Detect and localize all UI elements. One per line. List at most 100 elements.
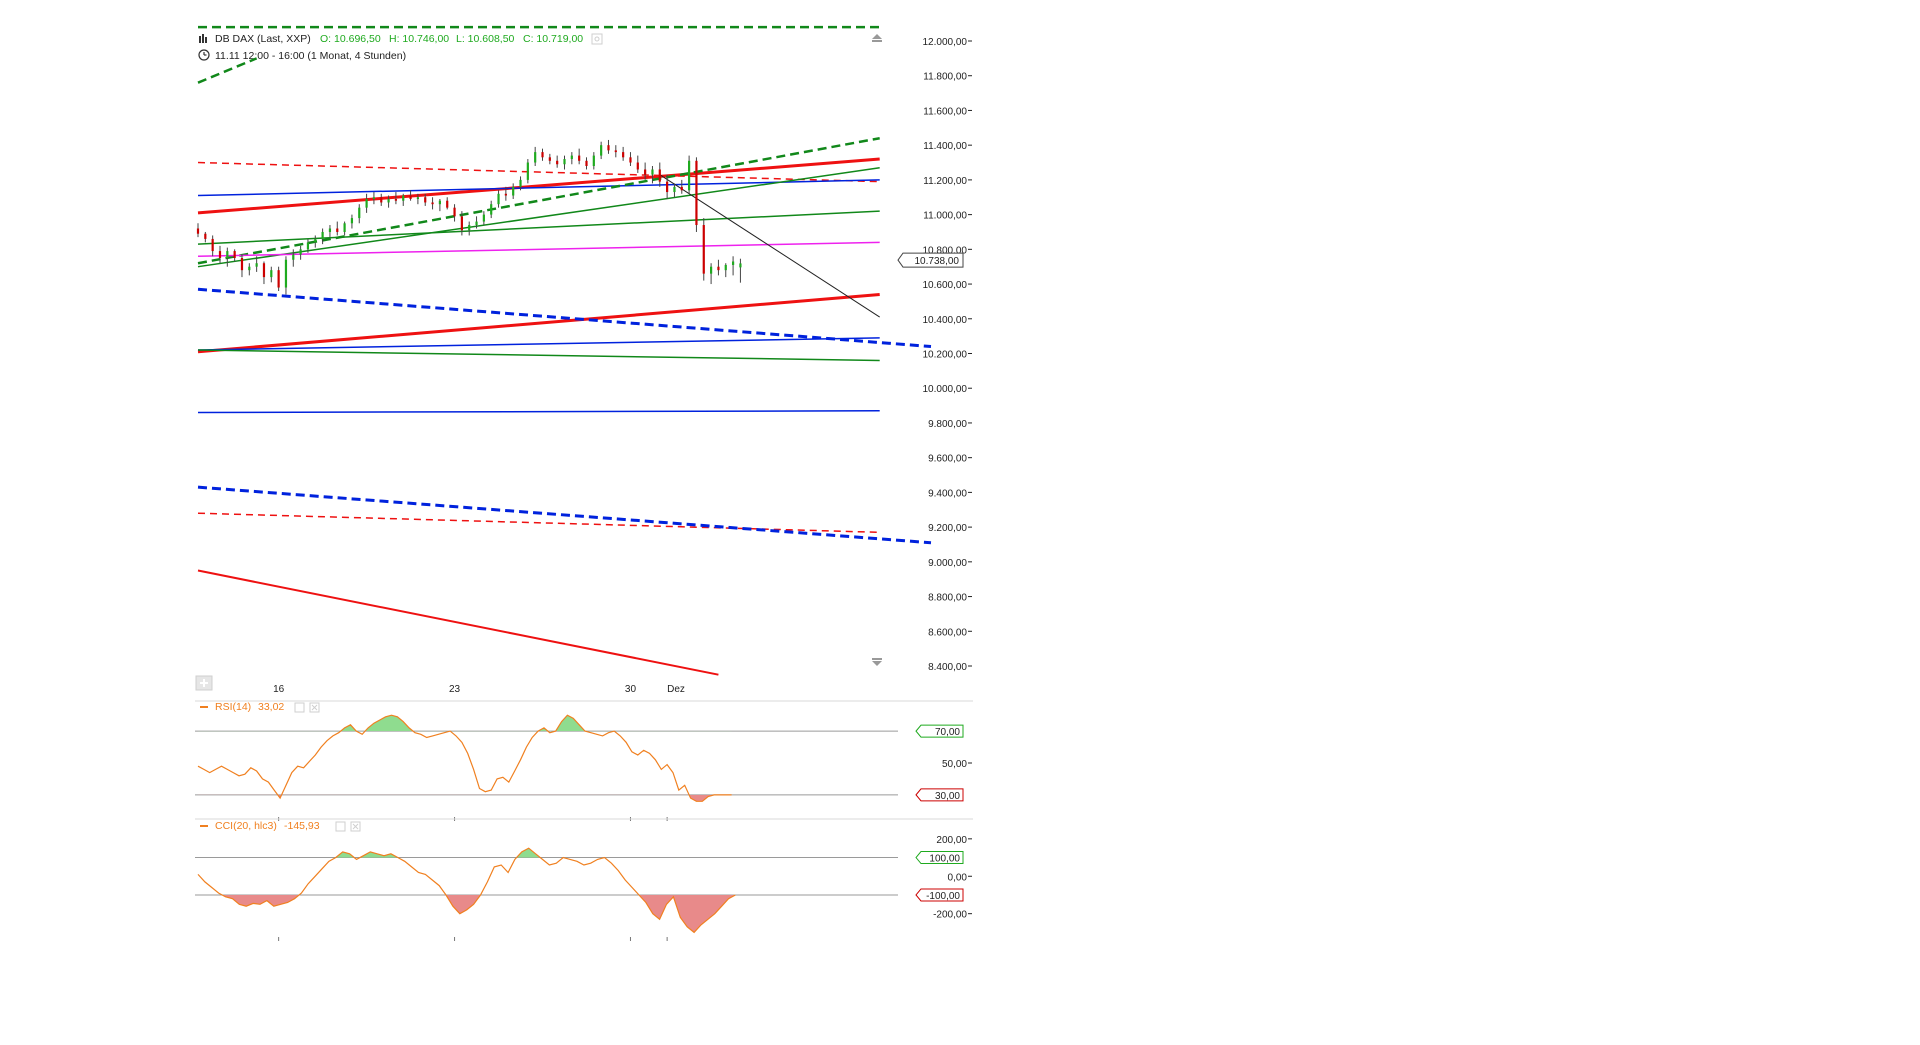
candle-body (475, 221, 478, 226)
rsi-close-icon[interactable] (309, 702, 320, 713)
candle-body (306, 242, 310, 250)
candle (490, 200, 493, 219)
price-pane[interactable] (196, 25, 932, 676)
candle-body (218, 251, 222, 259)
price-tick-label: 8.600,00 (928, 627, 967, 638)
cci-threshold-tag: 100,00 (915, 851, 964, 865)
candle-body (541, 152, 544, 158)
trendline-green-15[interactable] (197, 210, 880, 245)
candle-body (277, 270, 280, 288)
candle-body (402, 195, 405, 201)
current-price-tag[interactable]: 10.738,00 (897, 252, 964, 268)
candle (504, 186, 507, 201)
candle (600, 141, 603, 160)
candle-body (680, 186, 683, 191)
candle (460, 211, 463, 236)
candle (196, 223, 200, 238)
price-tick-label: 8.800,00 (928, 593, 967, 604)
scroll-up-icon[interactable] (872, 34, 882, 42)
price-tick-label: 11.800,00 (923, 72, 967, 83)
cci-tick-label: -200,00 (933, 910, 967, 921)
candle (578, 148, 581, 165)
price-tick-label: 9.600,00 (928, 454, 967, 465)
current-price-box (897, 252, 964, 268)
scroll-down-icon[interactable] (872, 658, 882, 666)
candle (438, 198, 441, 212)
candle-body (321, 231, 324, 239)
cci-close-icon[interactable] (350, 821, 361, 832)
candlestick-icon[interactable] (199, 34, 207, 43)
rsi-threshold-tag: 30,00 (915, 788, 964, 802)
rsi-pane[interactable]: 70,00 30,00 50,00 (195, 714, 972, 802)
candle (431, 197, 434, 210)
trendline-red-1[interactable] (197, 161, 880, 183)
candle (717, 259, 720, 276)
trendline-blue-6[interactable] (197, 179, 880, 197)
instrument-title[interactable]: DB DAX (Last, XXP) (215, 33, 311, 45)
x-axis: 16 23 30 Dez (273, 684, 685, 941)
candle (651, 166, 654, 184)
candle-body (519, 179, 522, 187)
candle-body (614, 150, 617, 153)
candle-body (695, 160, 698, 226)
candle (666, 174, 669, 199)
candle-body (468, 225, 471, 231)
rsi-oversold-fill (198, 794, 732, 802)
rsi-settings-icon[interactable] (294, 702, 305, 713)
cci-line[interactable] (197, 847, 736, 934)
candle (453, 204, 456, 222)
trendline-green-14[interactable] (197, 166, 880, 268)
rsi-legend-label[interactable]: RSI(14) (215, 701, 251, 713)
cci-threshold-box (915, 888, 964, 902)
candle-body (438, 200, 441, 205)
candle-body (490, 204, 493, 215)
rsi-line[interactable] (197, 714, 732, 802)
candle-body (336, 228, 339, 232)
candle (343, 221, 346, 236)
candle (284, 256, 288, 295)
candle-body (446, 200, 449, 208)
trendline-green-16[interactable] (197, 349, 880, 362)
price-tick-label: 11.200,00 (923, 176, 967, 187)
settings-icon[interactable] (591, 33, 603, 45)
price-tick-label: 9.800,00 (928, 419, 967, 430)
candle (658, 162, 661, 187)
trendline-magenta-17[interactable] (197, 241, 880, 258)
trendline-red-2[interactable] (197, 157, 880, 215)
trendline-red-3[interactable] (197, 292, 880, 354)
price-tick-label: 12.000,00 (923, 37, 968, 48)
candle (592, 152, 595, 170)
candle (336, 221, 339, 236)
candle (644, 162, 647, 180)
candle-body (731, 261, 735, 265)
candle (622, 146, 625, 161)
candle (512, 183, 515, 199)
trendline-red-4[interactable] (197, 512, 880, 534)
expand-pane-icon[interactable] (195, 675, 213, 691)
candle-body (284, 259, 288, 288)
candle-body (512, 186, 515, 196)
trendline-green-13[interactable] (197, 136, 880, 265)
cci-pane[interactable]: 100,00 -100,00 200,00 0,00 -200,00 (195, 835, 972, 934)
x-tick-label: Dez (667, 684, 685, 695)
candle-body (607, 145, 610, 151)
candle-body (666, 181, 669, 193)
candle (570, 152, 573, 165)
rsi-threshold-box (915, 724, 964, 738)
candle (585, 157, 588, 170)
trendline-blue-9[interactable] (197, 287, 932, 349)
candle-body (365, 198, 368, 208)
trendline-blue-7[interactable] (197, 337, 880, 351)
cci-legend-label[interactable]: CCI(20, hlc3) (215, 820, 277, 832)
trendline-green-12[interactable] (197, 57, 258, 84)
candle (468, 221, 471, 236)
trendline-blue-8[interactable] (197, 410, 880, 414)
candle (526, 159, 529, 184)
candle (372, 192, 376, 205)
trendline-blue-10[interactable] (197, 485, 932, 545)
candle (409, 190, 412, 201)
trendline-red-5[interactable] (197, 569, 719, 676)
cci-settings-icon[interactable] (335, 821, 346, 832)
